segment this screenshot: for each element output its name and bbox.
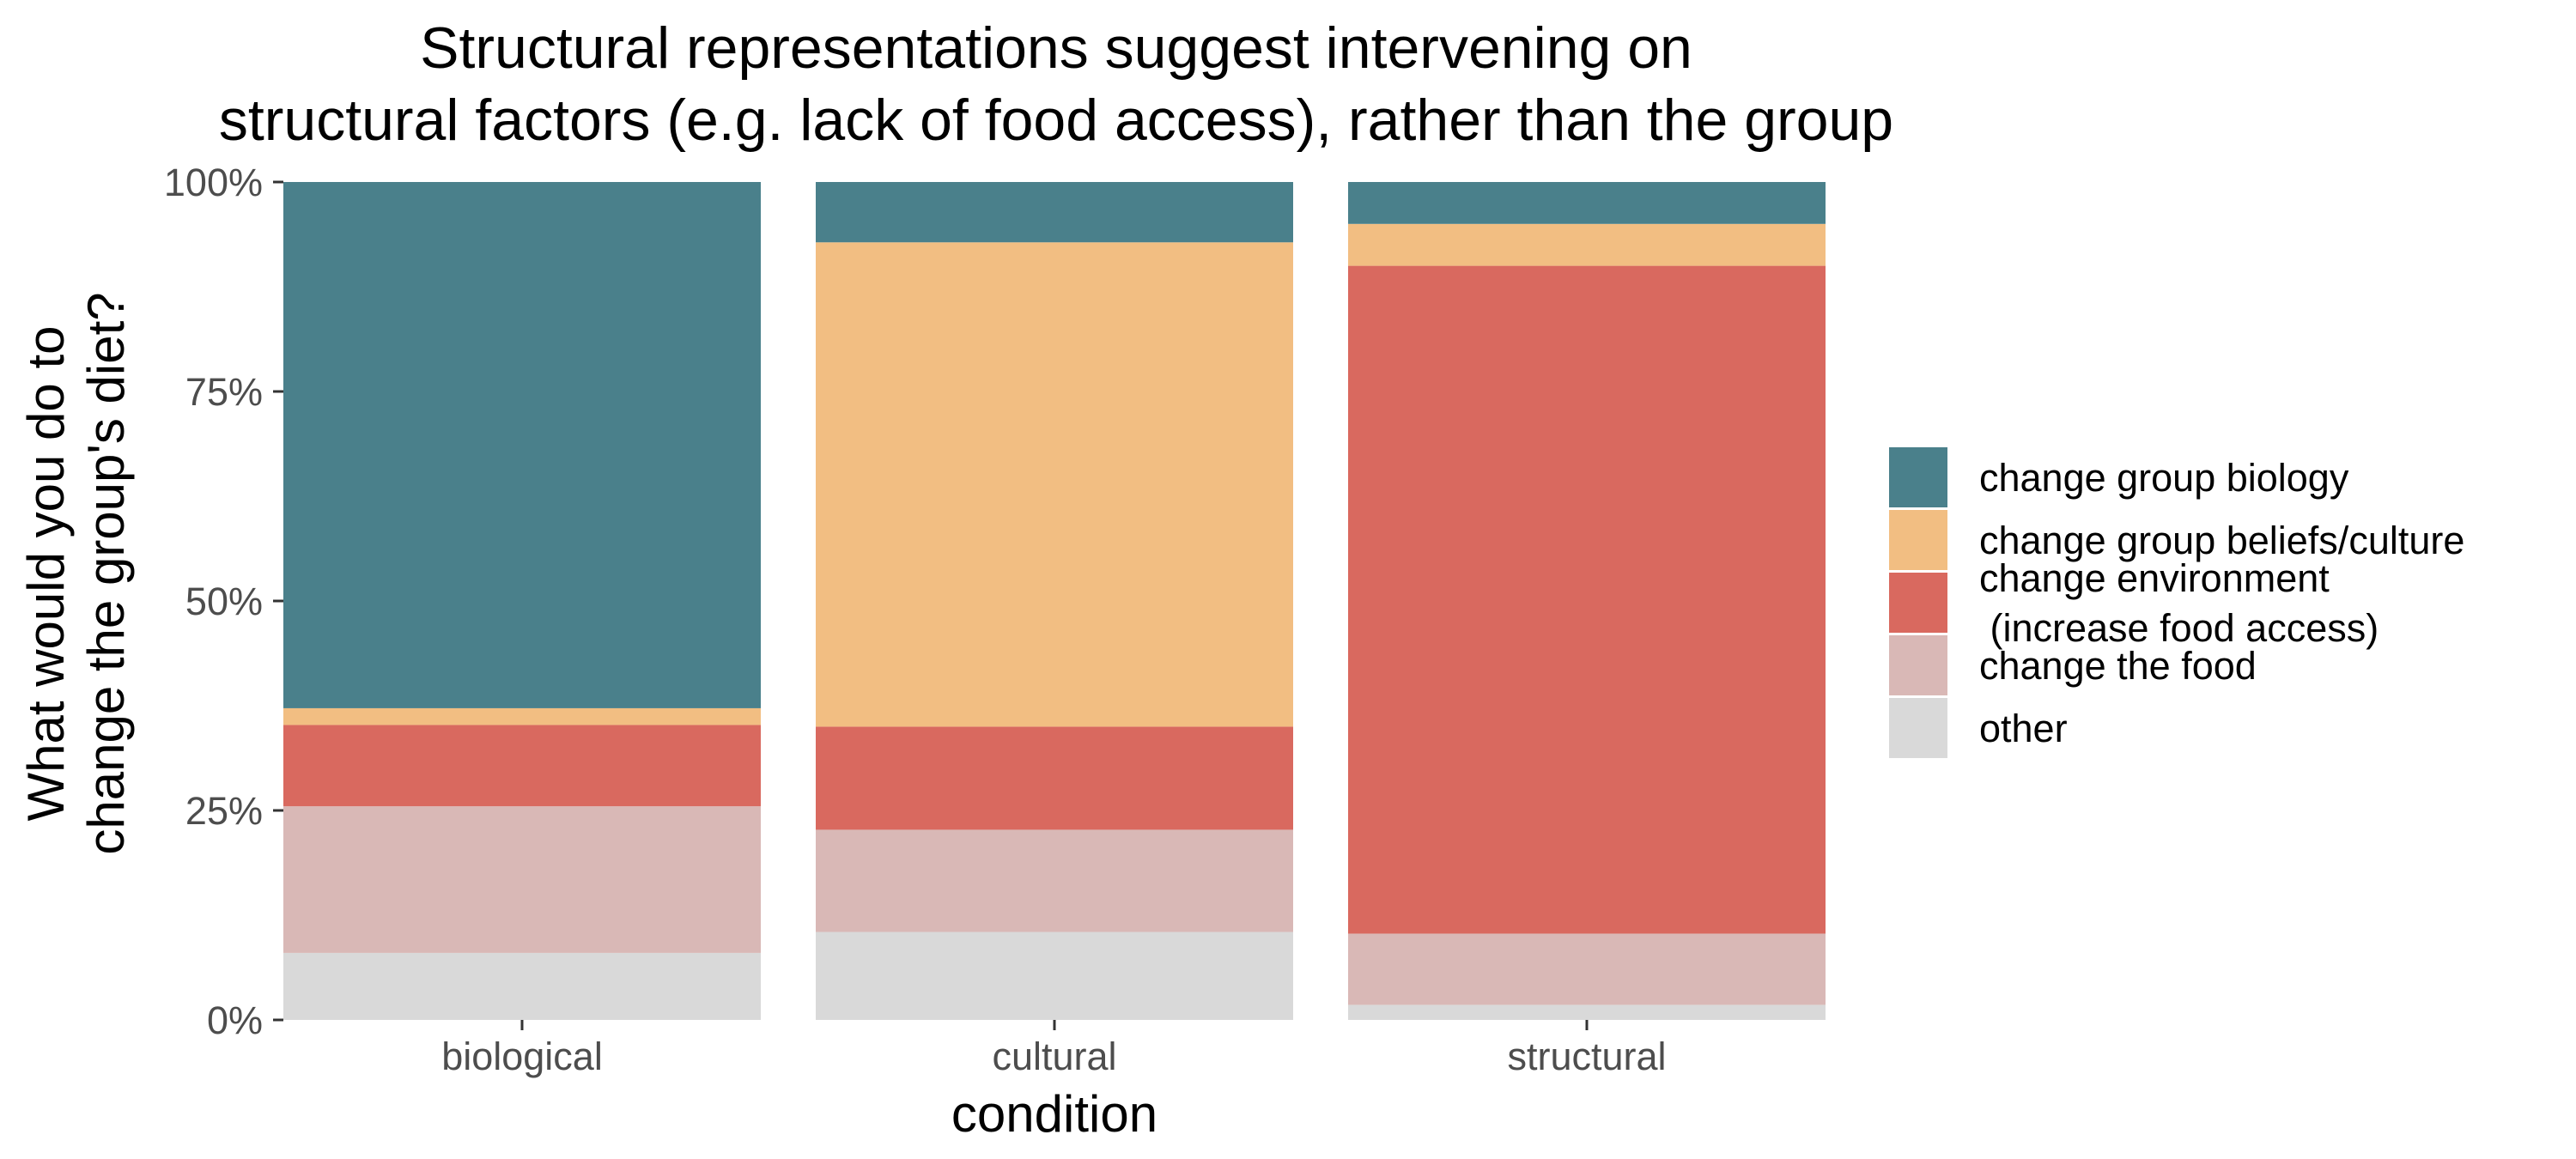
bar-segment-cultural-1 [816, 829, 1293, 932]
x-tick-label-biological: biological [441, 1035, 603, 1078]
legend-label-2-line-1: change environment [1979, 556, 2330, 600]
bar-segment-structural-3 [1348, 223, 1826, 266]
y-axis: 0% 25% 50% 75% 100% [164, 161, 283, 1042]
bar-segment-biological-4 [283, 182, 761, 708]
legend-label-3: change the food [1979, 644, 2257, 688]
y-tick-label: 50% [185, 580, 263, 623]
legend-key-4 [1889, 698, 1947, 758]
legend-label-4: other [1979, 707, 2068, 750]
bar-segment-structural-4 [1348, 182, 1826, 224]
y-tick-label: 0% [207, 998, 263, 1042]
plot-area [283, 182, 1826, 1020]
y-axis-title-line-1: What would you do to [17, 325, 75, 821]
bar-segment-structural-0 [1348, 1004, 1826, 1020]
chart-title-line-2: structural factors (e.g. lack of food ac… [219, 88, 1893, 153]
x-axis: biological cultural structural [441, 1020, 1667, 1078]
legend-label-1: change group beliefs/culture [1979, 519, 2464, 562]
bar-segment-cultural-2 [816, 726, 1293, 830]
legend: change group biology change group beliefs… [1889, 447, 2464, 758]
x-tick-label-structural: structural [1507, 1035, 1666, 1078]
y-axis-title: What would you do to change the group's … [17, 292, 135, 854]
x-tick-label-cultural: cultural [992, 1035, 1116, 1078]
y-tick-label: 75% [185, 370, 263, 414]
y-tick-label: 25% [185, 789, 263, 833]
bar-segment-structural-1 [1348, 933, 1826, 1005]
bar-segment-biological-1 [283, 806, 761, 953]
bar-segment-cultural-0 [816, 931, 1293, 1020]
bar-segment-cultural-4 [816, 182, 1293, 243]
legend-key-1 [1889, 510, 1947, 570]
bar-segment-biological-3 [283, 707, 761, 725]
bar-segment-structural-2 [1348, 265, 1826, 934]
bar-segment-cultural-3 [816, 242, 1293, 727]
legend-key-2 [1889, 573, 1947, 633]
legend-label-0: change group biology [1979, 456, 2349, 500]
legend-key-3 [1889, 635, 1947, 695]
y-axis-title-line-2: change the group's diet? [77, 292, 135, 854]
bar-segment-biological-0 [283, 952, 761, 1020]
chart-title-line-1: Structural representations suggest inter… [420, 15, 1692, 81]
y-tick-label: 100% [164, 161, 263, 204]
legend-key-0 [1889, 447, 1947, 507]
legend-label-2-line-2: (increase food access) [1979, 606, 2379, 650]
x-axis-title: condition [951, 1085, 1157, 1143]
bar-segment-biological-2 [283, 725, 761, 807]
